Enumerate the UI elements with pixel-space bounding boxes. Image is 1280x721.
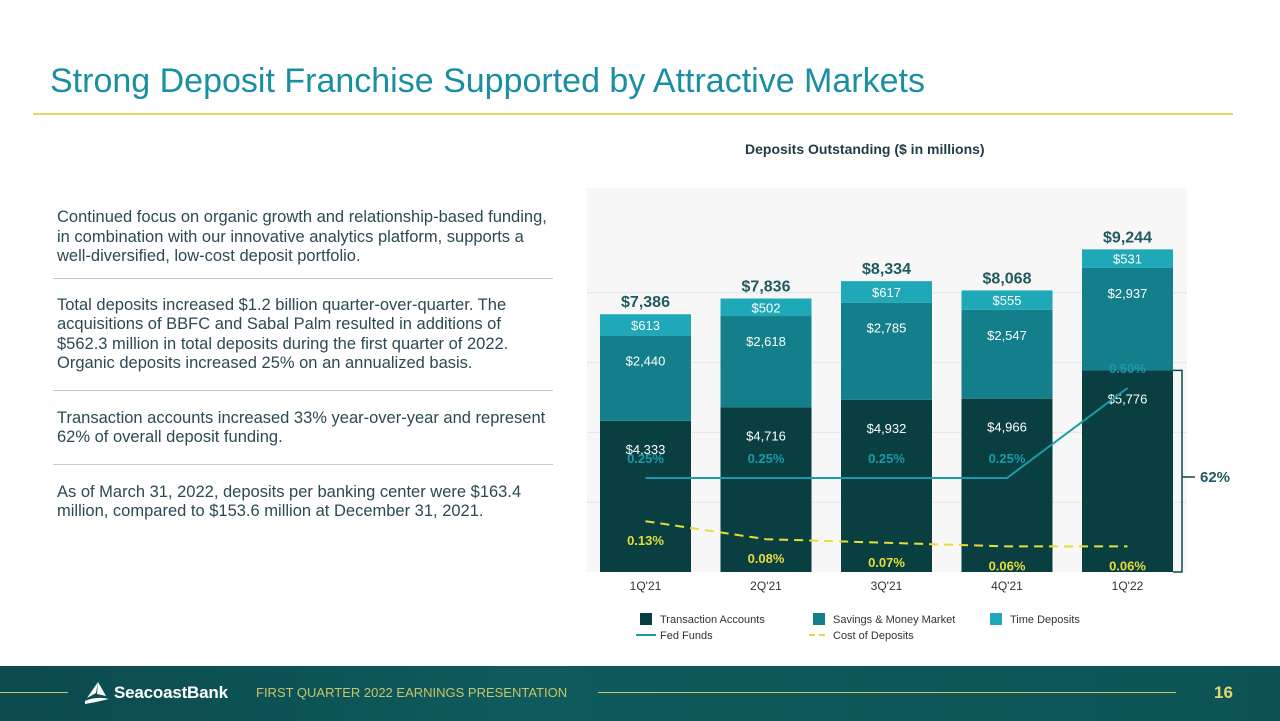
label-transaction: $4,716: [746, 428, 786, 443]
footer-rule-right: [598, 692, 1176, 693]
legend-fed-funds-label: Fed Funds: [660, 630, 713, 642]
deposits-chart: $4,333 $2,440 $613 $7,386 1Q'21 $4,716 $2,618 $…: [587, 188, 1230, 642]
bar-savings: [1082, 267, 1173, 371]
cost-of-deposits-label: 0.06%: [1109, 558, 1146, 573]
bar-time: [1082, 249, 1173, 268]
fed-funds-line: [645, 387, 1129, 479]
x-tick-label: 3Q'21: [871, 579, 903, 593]
x-tick-label: 2Q'21: [750, 579, 782, 593]
cost-of-deposits-label: 0.08%: [748, 551, 785, 566]
bar-time: [720, 298, 812, 317]
legend-cost-of-deposits-label: Cost of Deposits: [833, 630, 914, 642]
bar-savings: [720, 316, 812, 408]
callout-bracket: [1173, 369, 1183, 573]
bar-time: [600, 314, 691, 336]
cost-of-deposits-label: 0.07%: [868, 555, 905, 570]
label-savings: $2,785: [867, 321, 907, 336]
total-label: $9,244: [1103, 229, 1152, 246]
bullet-3: Transaction accounts increased 33% year-…: [57, 408, 546, 447]
fed-funds-label: 0.25%: [868, 451, 905, 466]
bullet-1: Continued focus on organic growth and re…: [57, 208, 547, 265]
bar-transaction: [1082, 370, 1173, 572]
label-time: $531: [1113, 252, 1142, 267]
cost-of-deposits-label: 0.06%: [989, 558, 1026, 573]
brand-name: SeacoastBank: [114, 683, 228, 702]
label-time: $617: [872, 285, 901, 300]
label-transaction: $4,966: [987, 420, 1027, 435]
legend-savings-swatch: [813, 613, 825, 625]
page-title: Strong Deposit Franchise Supported by At…: [50, 62, 925, 100]
footer-bar: SeacoastBank FIRST QUARTER 2022 EARNINGS…: [0, 666, 1280, 721]
label-savings: $2,440: [626, 354, 666, 369]
legend-time-swatch: [990, 613, 1002, 625]
label-time: $555: [993, 293, 1022, 308]
bar-savings: [841, 302, 932, 400]
x-tick-label: 1Q'21: [630, 579, 662, 593]
label-time: $613: [631, 318, 660, 333]
total-label: $8,068: [983, 270, 1032, 287]
callout-label: 62%: [1200, 469, 1230, 486]
bar-savings: [961, 309, 1053, 399]
bullet-list: Continued focus on organic growth and re…: [53, 208, 554, 522]
bullet-2: Total deposits increased $1.2 billion qu…: [57, 295, 509, 373]
label-transaction: $4,932: [867, 421, 907, 436]
cost-of-deposits-line: [645, 520, 1128, 548]
total-label: $8,334: [862, 261, 911, 278]
legend-time-label: Time Deposits: [1010, 614, 1080, 626]
fed-funds-label: 0.25%: [989, 451, 1026, 466]
bullet-divider: [53, 277, 553, 279]
page-number: 16: [1214, 683, 1233, 702]
cost-of-deposits-label: 0.13%: [627, 533, 664, 548]
label-savings: $2,937: [1108, 286, 1148, 301]
bar-savings: [600, 335, 691, 421]
legend-transaction-label: Transaction Accounts: [660, 614, 765, 626]
bar-transaction: [720, 407, 812, 572]
bar-transaction: [600, 420, 691, 572]
footer-label: FIRST QUARTER 2022 EARNINGS PRESENTATION: [256, 685, 568, 700]
bullet-divider: [53, 463, 553, 465]
sail-logo-icon: [85, 682, 109, 704]
fed-funds-label: 0.25%: [627, 451, 664, 466]
total-label: $7,386: [621, 294, 670, 311]
label-savings: $2,618: [746, 334, 786, 349]
label-time: $502: [752, 300, 781, 315]
legend-transaction-swatch: [640, 613, 652, 625]
label-transaction: $4,333: [626, 442, 666, 457]
total-label: $7,836: [742, 279, 791, 296]
bar-time: [961, 290, 1053, 310]
title-divider: [33, 113, 1233, 115]
chart-title: Deposits Outstanding ($ in millions): [745, 141, 985, 157]
bar-transaction: [961, 398, 1053, 572]
seacoast-logo: SeacoastBank: [84, 678, 228, 708]
bullet-divider: [53, 389, 553, 391]
fed-funds-label: 0.50%: [1109, 361, 1146, 376]
x-tick-label: 4Q'21: [991, 579, 1023, 593]
legend-savings-label: Savings & Money Market: [833, 614, 955, 626]
footer-rule-left: [0, 692, 68, 693]
bar-time: [841, 281, 932, 303]
x-tick-label: 1Q'22: [1112, 579, 1144, 593]
label-savings: $2,547: [987, 328, 1027, 343]
bullet-4: As of March 31, 2022, deposits per banki…: [57, 482, 522, 521]
fed-funds-label: 0.25%: [748, 451, 785, 466]
